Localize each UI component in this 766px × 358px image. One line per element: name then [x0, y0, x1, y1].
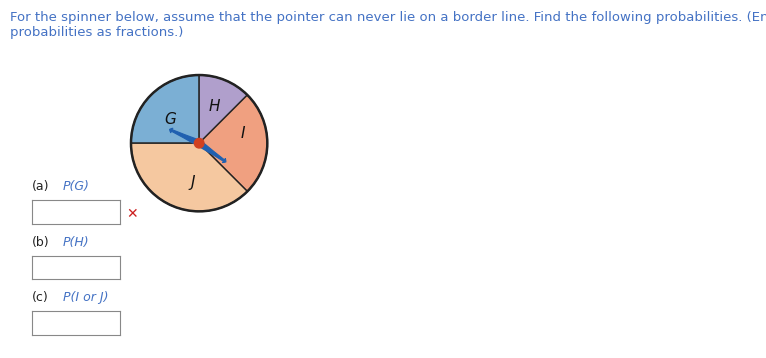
Text: P(I or J): P(I or J) [63, 291, 108, 304]
Text: G: G [165, 112, 176, 127]
Text: H: H [208, 99, 220, 114]
Text: For the spinner below, assume that the pointer can never lie on a border line. F: For the spinner below, assume that the p… [10, 11, 766, 39]
Wedge shape [131, 143, 247, 211]
Text: (a): (a) [32, 180, 50, 193]
Wedge shape [199, 95, 267, 192]
Text: P(H): P(H) [63, 236, 90, 249]
Text: I: I [241, 126, 245, 141]
Text: (b): (b) [32, 236, 50, 249]
Circle shape [195, 139, 204, 148]
Wedge shape [131, 75, 199, 143]
Text: J: J [190, 175, 195, 190]
Wedge shape [199, 75, 247, 143]
Text: ✕: ✕ [126, 207, 138, 222]
Text: P(G): P(G) [63, 180, 90, 193]
Text: (c): (c) [32, 291, 49, 304]
